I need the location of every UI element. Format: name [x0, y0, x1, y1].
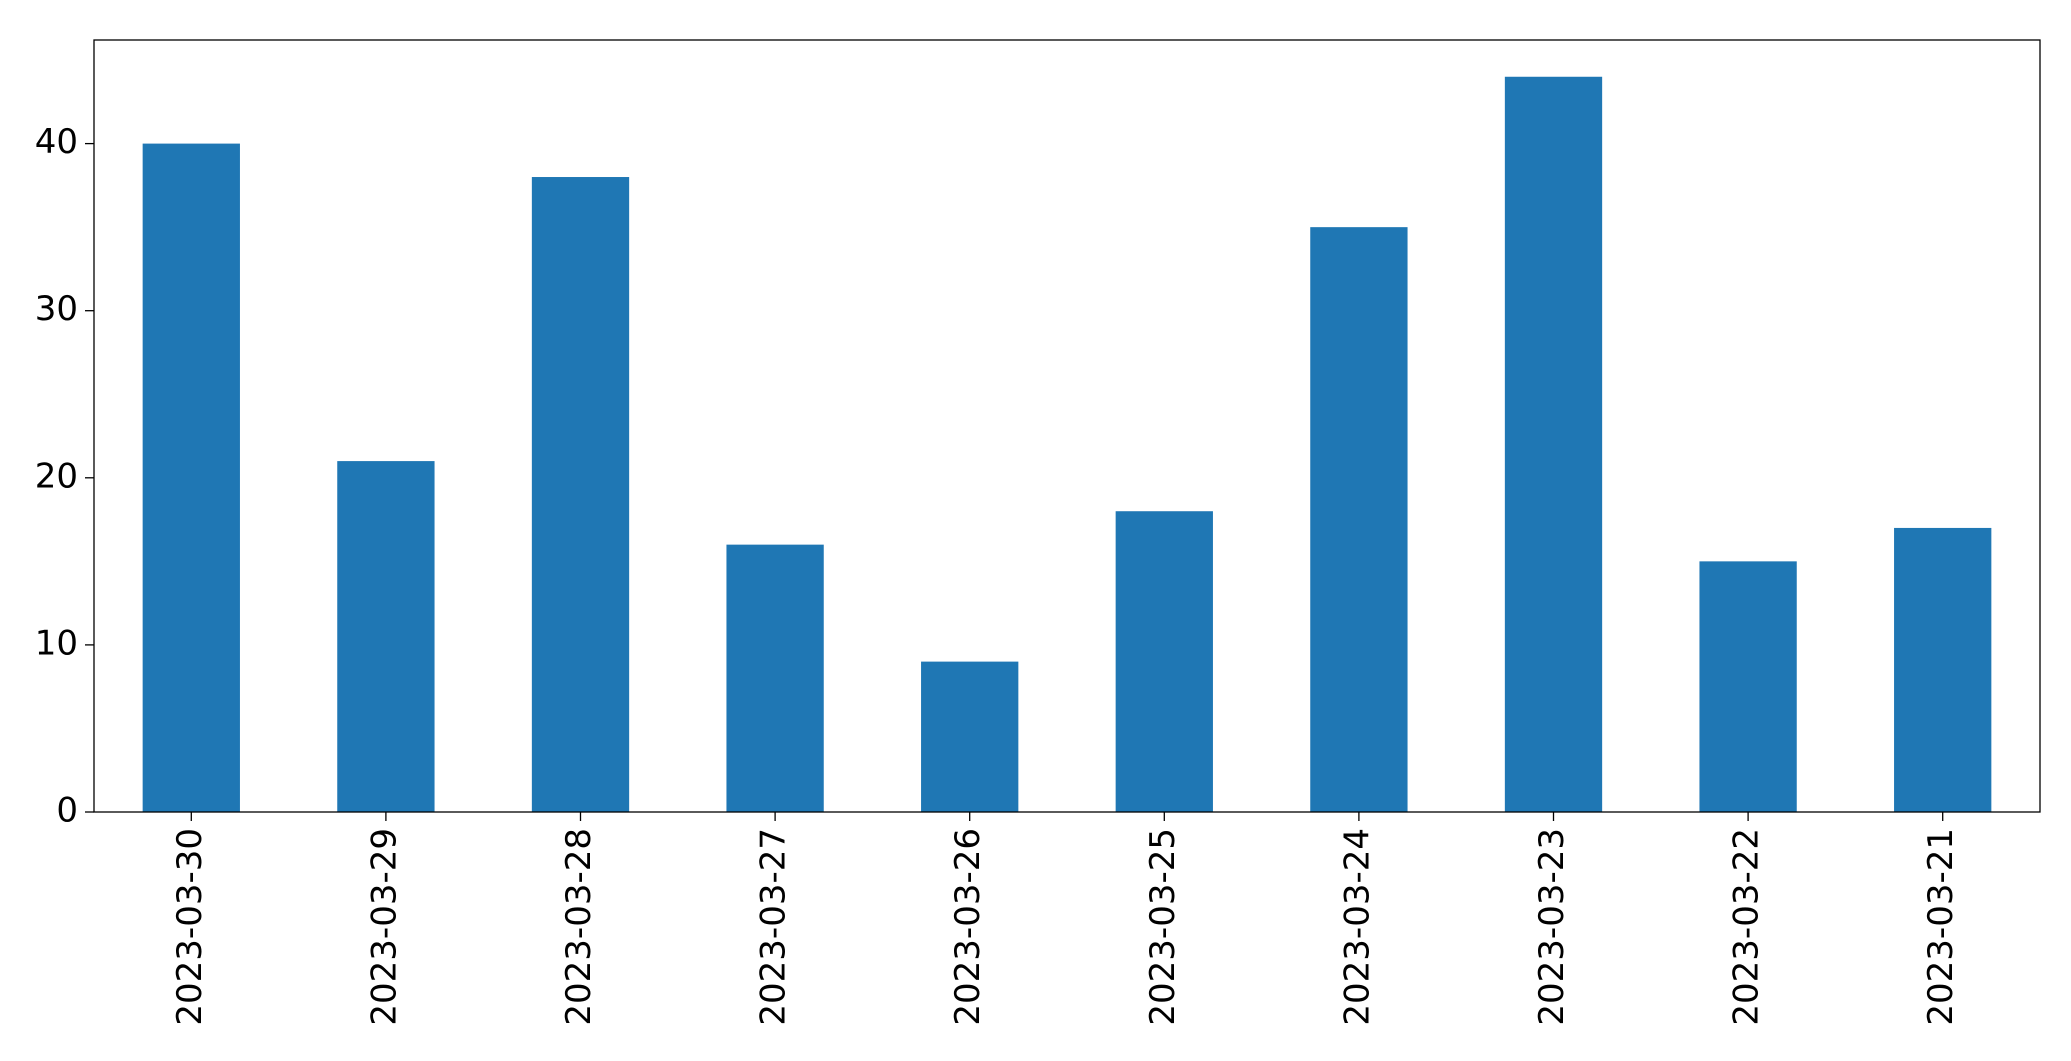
x-tick-label: 2023-03-26	[948, 828, 988, 1026]
bar	[726, 544, 824, 812]
bar	[1504, 76, 1603, 812]
x-tick-label: 2023-03-28	[559, 828, 599, 1026]
x-tick-label: 2023-03-29	[364, 828, 404, 1026]
bar	[531, 177, 630, 812]
y-tick-label: 10	[35, 623, 78, 663]
x-tick-label: 2023-03-21	[1921, 828, 1961, 1026]
y-tick-label: 0	[56, 791, 78, 831]
y-tick-label: 20	[35, 456, 78, 496]
x-tick-label: 2023-03-30	[170, 828, 210, 1026]
y-tick-label: 40	[35, 122, 78, 162]
x-tick-label: 2023-03-24	[1337, 828, 1377, 1026]
x-tick-label: 2023-03-23	[1532, 828, 1572, 1026]
bar	[142, 143, 240, 812]
bar	[1699, 561, 1797, 812]
bar	[1894, 527, 1992, 812]
x-tick-label: 2023-03-25	[1143, 828, 1183, 1026]
y-tick-label: 30	[35, 289, 78, 329]
bar	[1310, 227, 1408, 813]
x-tick-label: 2023-03-22	[1727, 828, 1767, 1026]
x-tick-label: 2023-03-27	[754, 828, 794, 1026]
bar	[337, 461, 435, 812]
bar	[1115, 511, 1213, 812]
bar	[921, 661, 1019, 812]
plot-frame	[93, 39, 2041, 813]
